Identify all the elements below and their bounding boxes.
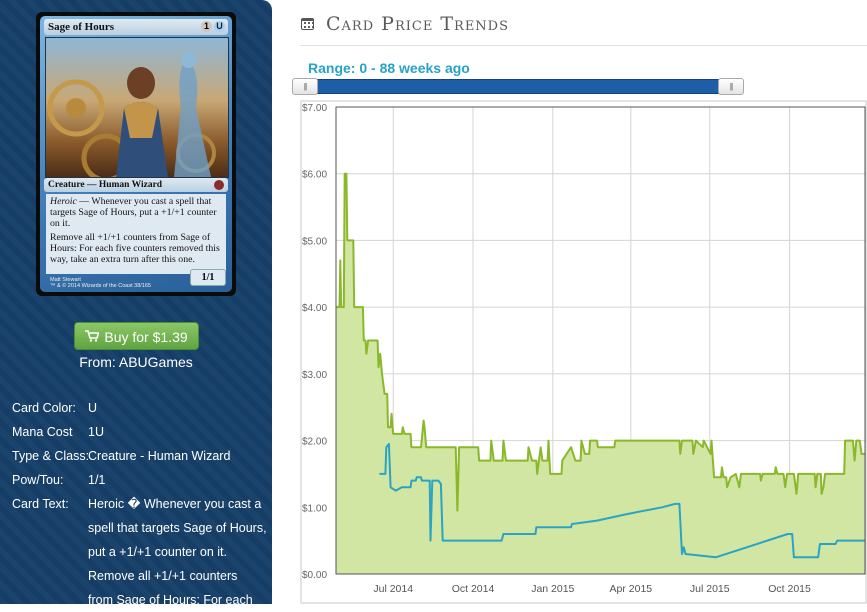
set-symbol-icon: [214, 180, 224, 190]
card-power-toughness: 1/1: [190, 269, 226, 286]
y-tick-label: $6.00: [302, 170, 327, 181]
range-slider[interactable]: [296, 79, 742, 94]
x-tick-label: Oct 2015: [768, 583, 811, 595]
y-tick-label: $4.00: [302, 303, 327, 314]
cart-icon: [85, 323, 100, 351]
seller-label: From: ABUGames: [79, 354, 193, 370]
y-tick-label: $0.00: [302, 570, 327, 581]
series-line-0: [336, 172, 865, 512]
price-trends-header: Card Price Trends: [301, 10, 509, 38]
card-image: Sage of Hours 1 U: [36, 12, 236, 296]
card-type-line: Creature — Human Wizard: [44, 178, 228, 192]
y-tick-label: $2.00: [302, 437, 327, 448]
divider: [300, 45, 867, 46]
y-tick-label: $1.00: [302, 503, 327, 514]
x-tick-label: Jan 2015: [531, 583, 574, 595]
y-tick-label: $3.00: [302, 370, 327, 381]
card-artist: Matt Stewart ™ & © 2014 Wizards of the Co…: [50, 277, 151, 289]
plot-border: [335, 106, 866, 575]
x-tick-label: Oct 2014: [452, 583, 495, 595]
range-slider-min-handle[interactable]: |||: [292, 78, 318, 95]
calendar-icon: [301, 18, 314, 30]
mana-symbol-generic: 1: [201, 21, 212, 32]
x-tick-label: Apr 2015: [610, 583, 653, 595]
x-tick-label: Jul 2015: [690, 583, 730, 595]
series-area-0: [336, 173, 865, 574]
range-slider-max-handle[interactable]: |||: [718, 78, 744, 95]
mana-symbol-blue: U: [214, 21, 225, 32]
buy-button[interactable]: Buy for $1.39: [74, 322, 199, 350]
card-text-value: Heroic � Whenever you cast a spell that …: [88, 497, 267, 607]
price-chart: $0.00 $1.00 $2.00 $3.00 $4.00 $5.00 $6.00 $7.00…: [300, 100, 867, 604]
card-name: Sage of Hours 1 U: [44, 19, 228, 35]
card-rules-text: Heroic — Whenever you cast a spell that …: [46, 194, 226, 274]
series-line-1: [379, 442, 865, 559]
mana-cost: 1 U: [201, 21, 225, 32]
page-title: Card Price Trends: [326, 13, 510, 35]
card-art: [45, 37, 229, 178]
y-tick-label: $5.00: [302, 236, 327, 247]
sidebar: Sage of Hours 1 U: [0, 0, 272, 607]
y-tick-label: $7.00: [302, 103, 327, 114]
x-tick-label: Jul 2014: [373, 583, 413, 595]
range-label: Range: 0 - 88 weeks ago: [308, 60, 470, 76]
